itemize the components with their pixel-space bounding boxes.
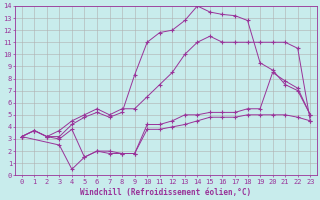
X-axis label: Windchill (Refroidissement éolien,°C): Windchill (Refroidissement éolien,°C) xyxy=(80,188,252,197)
